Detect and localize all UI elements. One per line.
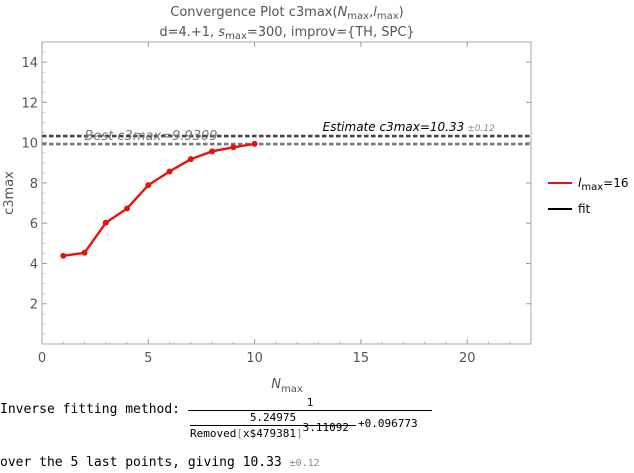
formula-inner-bar — [190, 425, 356, 426]
legend-series-label: lmax=16 — [578, 176, 628, 193]
formula-inner-numerator: 5.24975 — [249, 411, 297, 424]
y-tick-label: 14 — [21, 56, 38, 71]
estimate-annotation: Estimate c3max=10.33 ±0.12 — [323, 120, 495, 134]
y-tick-label: 8 — [30, 177, 38, 192]
x-tick-label: 10 — [246, 351, 263, 366]
formula-fraction-bar — [188, 410, 432, 411]
axis-ticks: 0 5 10 15 20 2 4 6 8 10 12 14 — [21, 42, 531, 366]
data-point — [60, 252, 67, 259]
fitting-formula: 1 5.24975 Removed[x$479381]3.11092 +0.09… — [188, 396, 432, 440]
data-point — [166, 168, 173, 175]
data-point — [251, 140, 258, 147]
formula-inner-fraction: 5.24975 Removed[x$479381]3.11092 — [190, 411, 356, 440]
data-point — [209, 148, 216, 155]
formula-constant: +0.096773 — [358, 417, 418, 430]
formula-inner-denominator: Removed[x$479381]3.11092 — [190, 421, 349, 440]
data-point — [124, 205, 131, 212]
best-annotation: Best c3max=9.9309 — [85, 129, 218, 144]
x-tick-label: 5 — [144, 351, 152, 366]
series-line — [63, 142, 255, 258]
x-axis-title: Nmax — [271, 377, 303, 395]
chart-title: Convergence Plot c3max(Nmax,lmax) — [170, 5, 403, 22]
data-point — [145, 182, 152, 189]
fitting-method-label: Inverse fitting method: — [0, 402, 181, 417]
y-tick-label: 6 — [30, 217, 38, 232]
plot-frame — [41, 41, 532, 345]
chart-subtitle: d=4.+1, smax=300, improv={TH, SPC} — [159, 25, 414, 42]
fitting-result: over the 5 last points, giving 10.33 ±0.… — [0, 455, 320, 470]
x-tick-label: 0 — [38, 351, 46, 366]
legend: lmax=16 fit — [548, 176, 628, 216]
reference-lines — [42, 134, 531, 146]
formula-numerator: 1 — [306, 396, 314, 409]
x-tick-label: 20 — [459, 351, 476, 366]
y-axis-title: c3max — [2, 171, 17, 215]
y-tick-label: 2 — [30, 298, 38, 313]
data-point — [187, 156, 194, 163]
data-point — [81, 249, 88, 256]
legend-fit-label: fit — [578, 202, 591, 216]
data-series — [60, 140, 258, 259]
y-tick-label: 10 — [21, 137, 38, 152]
x-tick-label: 15 — [353, 351, 370, 366]
y-tick-label: 12 — [21, 96, 38, 111]
data-point — [102, 219, 109, 226]
data-point — [230, 144, 237, 151]
y-tick-label: 4 — [30, 257, 38, 272]
